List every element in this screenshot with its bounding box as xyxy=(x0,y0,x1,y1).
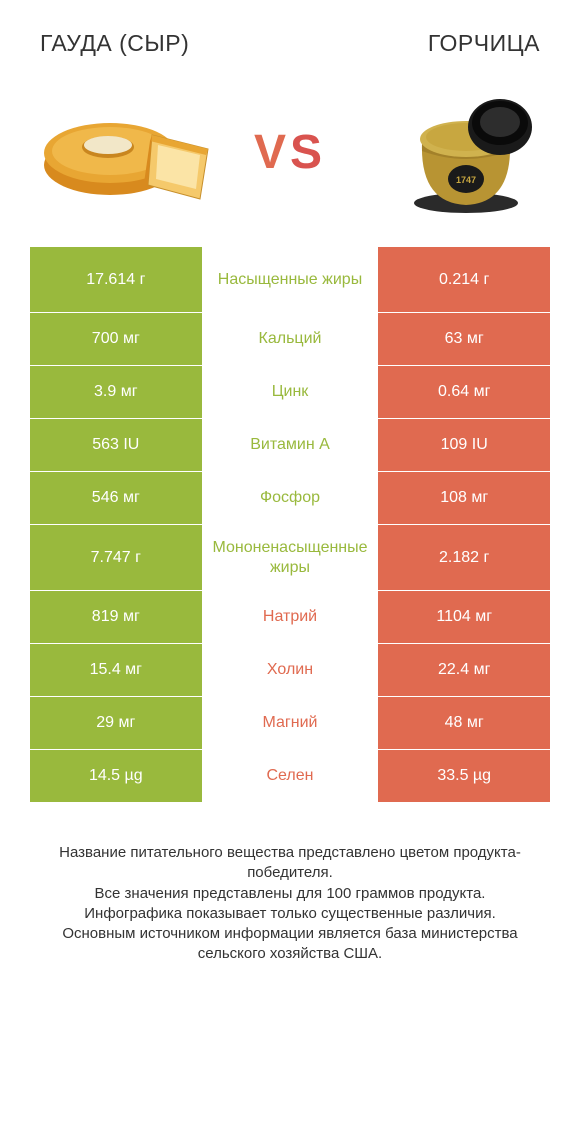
vs-label: VS xyxy=(254,125,326,180)
nutrient-label-cell: Кальций xyxy=(202,313,379,365)
right-value-cell: 1104 мг xyxy=(378,591,550,643)
right-value-cell: 48 мг xyxy=(378,697,550,749)
footer-line: Основным источником информации является … xyxy=(40,924,540,965)
right-value-cell: 0.64 мг xyxy=(378,366,550,418)
nutrient-label-cell: Магний xyxy=(202,697,379,749)
left-product-image xyxy=(40,87,210,217)
table-row: 14.5 µgСелен33.5 µg xyxy=(30,750,550,803)
comparison-table: 17.614 гНасыщенные жиры0.214 г700 мгКаль… xyxy=(30,247,550,803)
left-value-cell: 17.614 г xyxy=(30,247,202,312)
right-value-cell: 22.4 мг xyxy=(378,644,550,696)
vs-s: S xyxy=(290,126,326,179)
svg-text:1747: 1747 xyxy=(456,175,476,185)
table-row: 15.4 мгХолин22.4 мг xyxy=(30,644,550,697)
table-row: 546 мгФосфор108 мг xyxy=(30,472,550,525)
left-value-cell: 546 мг xyxy=(30,472,202,524)
nutrient-label-cell: Холин xyxy=(202,644,379,696)
right-product-title: ГОРЧИЦА xyxy=(428,30,540,57)
footer-line: Инфографика показывает только существенн… xyxy=(40,904,540,924)
table-row: 3.9 мгЦинк0.64 мг xyxy=(30,366,550,419)
left-value-cell: 14.5 µg xyxy=(30,750,202,802)
right-value-cell: 0.214 г xyxy=(378,247,550,312)
table-row: 700 мгКальций63 мг xyxy=(30,313,550,366)
right-value-cell: 109 IU xyxy=(378,419,550,471)
table-row: 29 мгМагний48 мг xyxy=(30,697,550,750)
table-row: 563 IUВитамин A109 IU xyxy=(30,419,550,472)
left-value-cell: 29 мг xyxy=(30,697,202,749)
nutrient-label-cell: Насыщенные жиры xyxy=(202,247,379,312)
right-product-image: 1747 xyxy=(370,87,540,217)
table-row: 819 мгНатрий1104 мг xyxy=(30,591,550,644)
right-value-cell: 33.5 µg xyxy=(378,750,550,802)
nutrient-label-cell: Мононенасыщенные жиры xyxy=(202,525,379,590)
nutrient-label-cell: Натрий xyxy=(202,591,379,643)
footer-line: Название питательного вещества представл… xyxy=(40,843,540,884)
right-value-cell: 108 мг xyxy=(378,472,550,524)
nutrient-label-cell: Селен xyxy=(202,750,379,802)
nutrient-label-cell: Цинк xyxy=(202,366,379,418)
left-value-cell: 819 мг xyxy=(30,591,202,643)
nutrient-label-cell: Фосфор xyxy=(202,472,379,524)
vs-v: V xyxy=(254,126,290,179)
header-row: ГАУДА (СЫР) ГОРЧИЦА xyxy=(30,30,550,57)
left-value-cell: 3.9 мг xyxy=(30,366,202,418)
left-value-cell: 15.4 мг xyxy=(30,644,202,696)
nutrient-label-cell: Витамин A xyxy=(202,419,379,471)
left-value-cell: 700 мг xyxy=(30,313,202,365)
footer-notes: Название питательного вещества представл… xyxy=(30,843,550,965)
images-row: VS 1747 xyxy=(30,87,550,217)
left-value-cell: 7.747 г xyxy=(30,525,202,590)
left-product-title: ГАУДА (СЫР) xyxy=(40,30,189,57)
left-value-cell: 563 IU xyxy=(30,419,202,471)
footer-line: Все значения представлены для 100 граммо… xyxy=(40,884,540,904)
right-value-cell: 2.182 г xyxy=(378,525,550,590)
right-value-cell: 63 мг xyxy=(378,313,550,365)
table-row: 17.614 гНасыщенные жиры0.214 г xyxy=(30,247,550,313)
table-row: 7.747 гМононенасыщенные жиры2.182 г xyxy=(30,525,550,591)
